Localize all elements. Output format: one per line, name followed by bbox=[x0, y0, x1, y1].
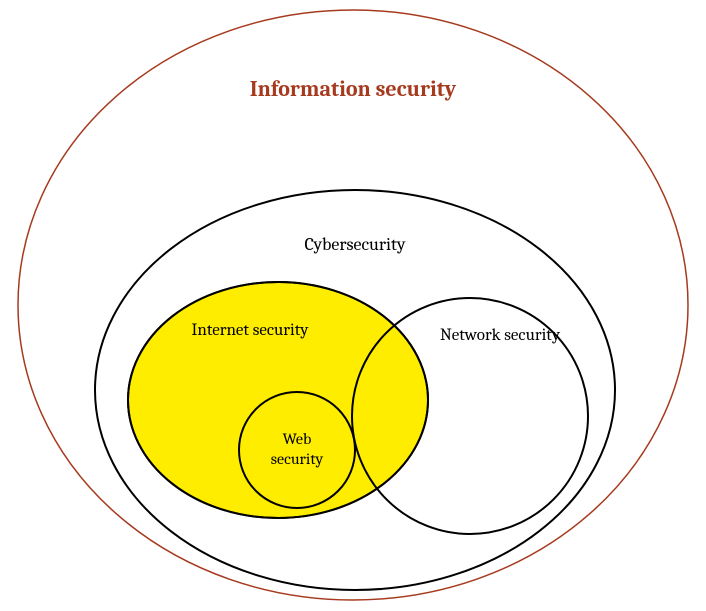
network-security-label: Network security bbox=[440, 326, 561, 345]
web-security-label-line2: security bbox=[271, 450, 324, 468]
cybersecurity-label: Cybersecurity bbox=[304, 234, 405, 255]
web-security-label-line1: Web bbox=[283, 430, 312, 448]
internet-security-ellipse bbox=[128, 282, 428, 518]
security-venn-diagram: Information security Cybersecurity Interne… bbox=[0, 0, 706, 611]
information-security-label: Information security bbox=[250, 76, 457, 102]
internet-security-label: Internet security bbox=[192, 321, 310, 340]
